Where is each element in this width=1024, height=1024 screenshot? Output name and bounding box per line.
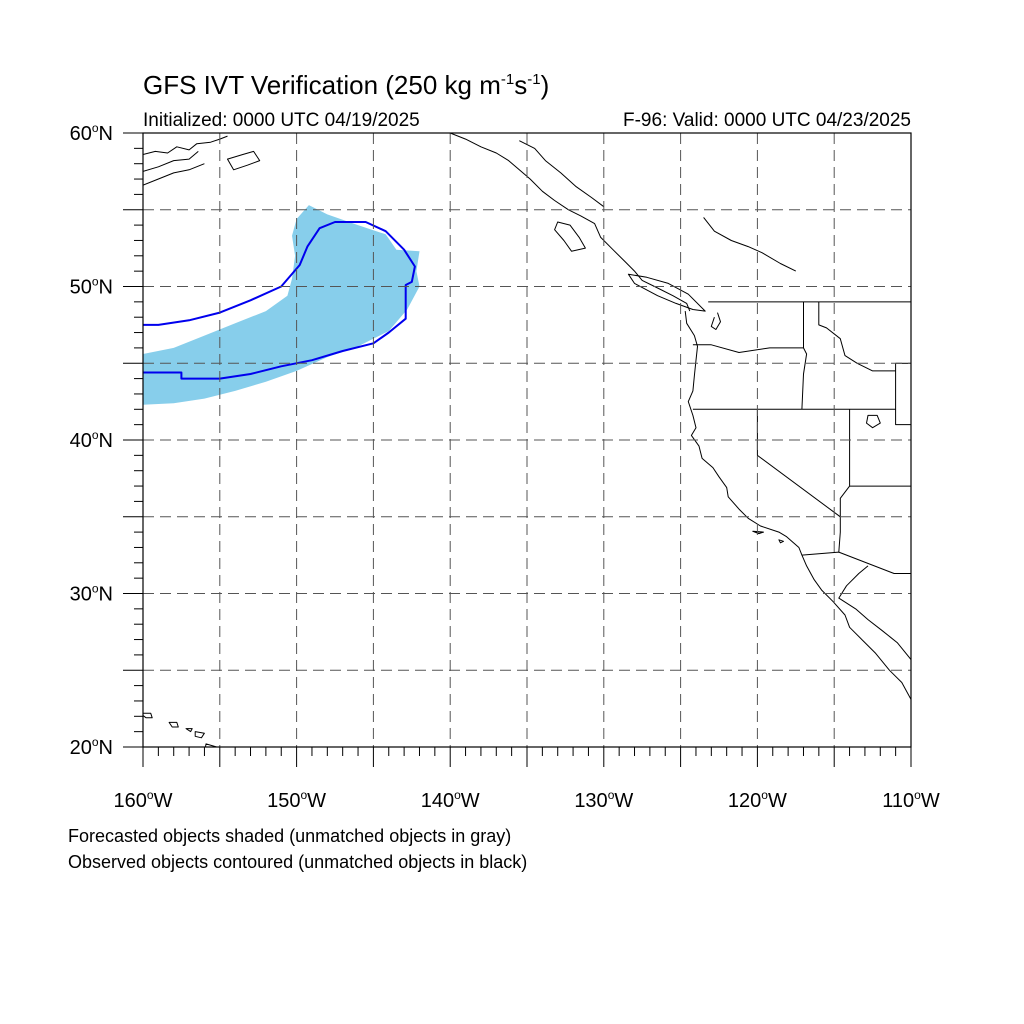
coastline	[684, 311, 911, 700]
lat-tick-label: 40oN	[70, 428, 113, 452]
graticule	[143, 133, 911, 747]
map-frame	[142, 132, 912, 748]
coastline	[450, 133, 691, 312]
haida-gwaii	[554, 221, 586, 252]
lon-tick-label: 110oW	[882, 788, 940, 812]
lat-tick-label: 50oN	[70, 275, 113, 299]
state-line	[756, 409, 841, 518]
state-line	[692, 344, 804, 353]
state-line	[818, 301, 896, 372]
coastline	[519, 140, 605, 208]
lat-tick-label: 20oN	[70, 735, 113, 759]
state-line	[895, 363, 911, 426]
gulf-of-california	[838, 565, 911, 660]
lon-tick-label: 140oW	[421, 788, 480, 812]
great-salt-lake	[866, 414, 881, 429]
lon-tick-label: 130oW	[574, 788, 633, 812]
lat-tick-label: 30oN	[70, 582, 113, 606]
hawaii-island	[185, 728, 193, 733]
footnote-forecast: Forecasted objects shaded (unmatched obj…	[68, 826, 512, 846]
state-line	[838, 516, 841, 553]
coastline	[143, 163, 205, 186]
canada-border	[703, 217, 797, 272]
observed-contour	[143, 221, 416, 380]
axis-ticks	[123, 132, 912, 767]
forecast-object	[143, 205, 420, 405]
footnote-observed: Observed objects contoured (unmatched ob…	[68, 852, 528, 872]
state-line	[801, 301, 808, 410]
state-line	[839, 409, 851, 517]
lon-tick-label: 120oW	[728, 788, 787, 812]
forecast-layer	[143, 205, 420, 405]
valid-time: F-96: Valid: 0000 UTC 04/23/2025	[623, 110, 911, 131]
border-us-mexico	[801, 551, 911, 574]
chart-title: GFS IVT Verification (250 kg m-1s-1)	[143, 70, 550, 100]
coastline	[143, 151, 199, 172]
island	[227, 150, 261, 171]
hawaii-island	[194, 731, 205, 739]
coastline-layer	[143, 133, 911, 747]
hawaii-island	[143, 712, 153, 719]
puget-sound	[710, 312, 721, 330]
coastline	[143, 135, 228, 155]
lat-tick-label: 60oN	[70, 121, 113, 145]
lon-tick-label: 160oW	[114, 788, 173, 812]
observed-layer	[143, 221, 416, 380]
hawaii-island	[168, 721, 179, 728]
channel-island	[778, 539, 784, 544]
channel-island	[752, 530, 764, 535]
axis-labels: 20oN 30oN 40oN 50oN 60oN 160oW 150oW 140oW 130oW…	[70, 121, 940, 812]
vancouver-island	[627, 273, 706, 312]
lon-tick-label: 150oW	[267, 788, 326, 812]
initialized-time: Initialized: 0000 UTC 04/19/2025	[143, 110, 420, 131]
